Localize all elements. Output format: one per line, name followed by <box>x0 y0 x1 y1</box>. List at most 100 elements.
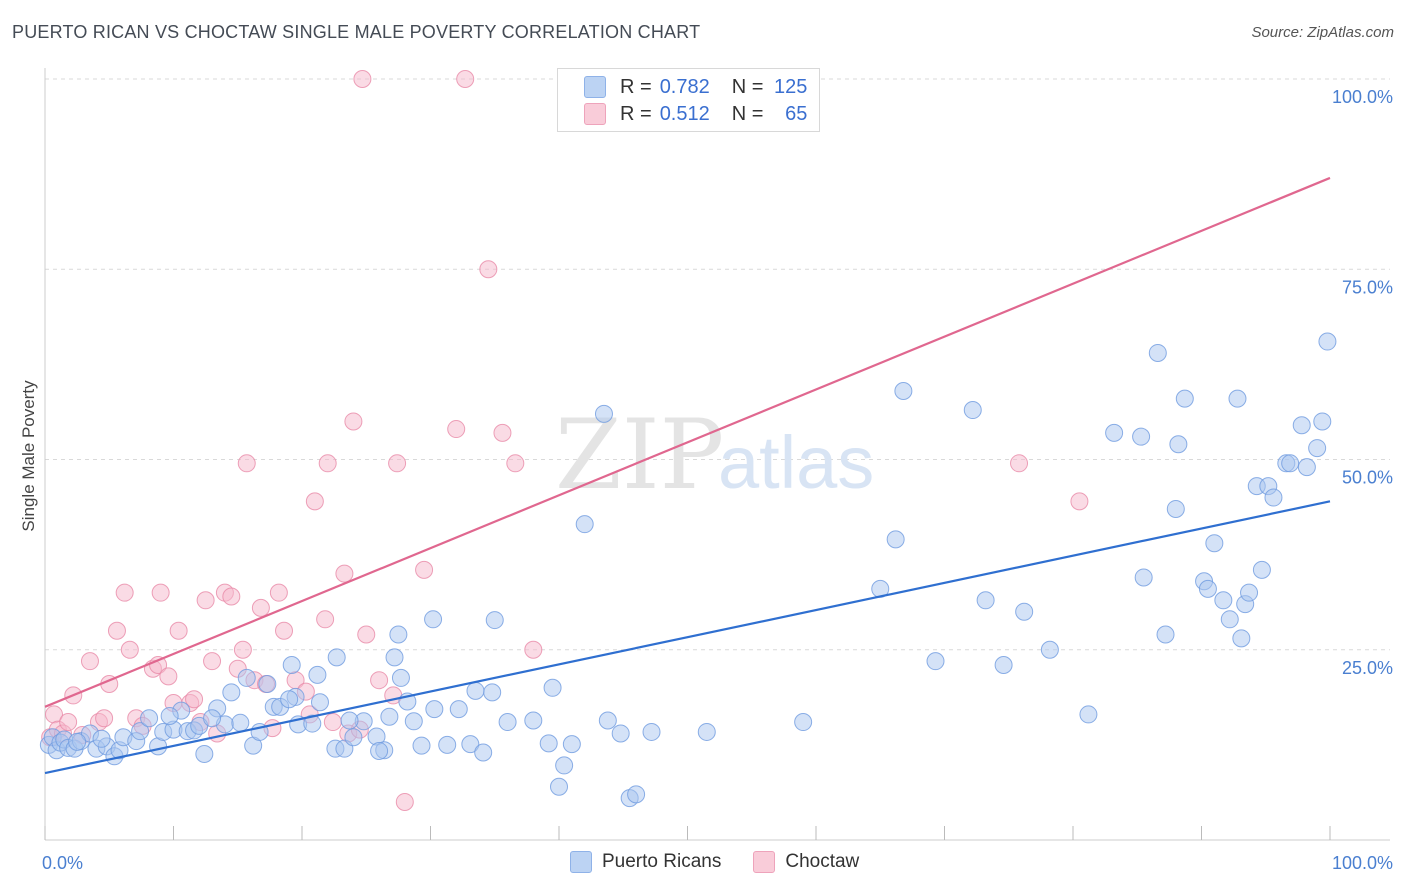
choctaw-point <box>120 640 139 659</box>
x-tick-label: 100.0% <box>1332 853 1393 873</box>
puerto-rican-point <box>963 401 982 420</box>
puerto-rican-point <box>474 743 493 762</box>
choctaw-point <box>233 640 252 659</box>
puerto-rican-points <box>39 332 1337 808</box>
puerto-rican-point <box>385 648 404 667</box>
choctaw-point <box>95 709 114 728</box>
legend-item-puerto-ricans: Puerto Ricans <box>570 851 721 873</box>
puerto-rican-point <box>1205 534 1224 553</box>
legend-n-label: N = <box>731 75 764 98</box>
puerto-rican-point <box>140 709 159 728</box>
puerto-rican-point <box>303 714 322 733</box>
choctaw-trend-line <box>44 176 1331 708</box>
legend-row-puerto-ricans: R = 0.782 N = 125 <box>584 74 807 100</box>
puerto-rican-point <box>627 785 646 804</box>
puerto-rican-point <box>894 382 913 401</box>
puerto-rican-point <box>160 706 179 725</box>
choctaw-point <box>395 792 414 811</box>
puerto-rican-point <box>1166 499 1185 518</box>
puerto-rican-point <box>1132 427 1151 446</box>
puerto-rican-point <box>1220 610 1239 629</box>
puerto-rican-point <box>1228 389 1247 408</box>
puerto-rican-point <box>1252 560 1271 579</box>
puerto-rican-point <box>380 707 399 726</box>
puerto-rican-point <box>282 655 301 674</box>
series-legend: Puerto Ricans Choctaw <box>570 851 891 873</box>
y-tick-label: 25.0% <box>1342 658 1393 678</box>
choctaw-point <box>151 583 170 602</box>
puerto-rican-point <box>1134 568 1153 587</box>
choctaw-point <box>222 587 241 606</box>
choctaw-point <box>335 564 354 583</box>
puerto-rican-point <box>1156 625 1175 644</box>
puerto-rican-point <box>449 700 468 719</box>
puerto-rican-point <box>258 674 277 693</box>
puerto-rican-point <box>1175 389 1194 408</box>
puerto-rican-point <box>438 735 457 754</box>
puerto-rican-point <box>485 611 504 630</box>
choctaw-point <box>353 70 372 88</box>
puerto-rican-point <box>370 741 389 760</box>
puerto-rican-point <box>1264 488 1283 507</box>
puerto-rican-point <box>697 722 716 741</box>
legend-r-label: R = <box>620 102 652 125</box>
puerto-rican-point <box>1313 412 1332 431</box>
choctaw-point <box>316 610 335 629</box>
legend-r-value: 0.782 <box>659 75 710 98</box>
choctaw-point <box>524 640 543 659</box>
puerto-rican-point <box>1148 343 1167 362</box>
choctaw-point <box>305 492 324 511</box>
puerto-rican-point <box>310 693 329 712</box>
legend-r-label: R = <box>620 75 652 98</box>
puerto-rican-point <box>594 404 613 423</box>
watermark-zip: ZIP <box>555 399 724 511</box>
puerto-rican-point <box>195 745 214 764</box>
legend-item-choctaw: Choctaw <box>753 851 859 873</box>
choctaw-point <box>80 652 99 671</box>
puerto-rican-point <box>926 652 945 671</box>
choctaw-point <box>479 260 498 279</box>
puerto-rican-point <box>327 648 346 667</box>
legend-label-choctaw: Choctaw <box>785 851 860 872</box>
puerto-rican-point <box>68 732 87 751</box>
puerto-rican-point <box>1015 602 1034 621</box>
legend-label-puerto-ricans: Puerto Ricans <box>602 851 722 872</box>
legend-row-choctaw: R = 0.512 N = 65 <box>584 101 807 127</box>
puerto-rican-point <box>1079 705 1098 724</box>
puerto-rican-point <box>1232 629 1251 648</box>
choctaw-point <box>275 621 294 640</box>
puerto-rican-point <box>976 591 995 610</box>
puerto-rican-point <box>642 722 661 741</box>
y-tick-label: 75.0% <box>1342 277 1393 297</box>
legend-r-value: 0.512 <box>659 102 710 125</box>
y-tick-label: 100.0% <box>1332 87 1393 107</box>
puerto-rican-point <box>412 736 431 755</box>
trend-lines <box>44 176 1331 775</box>
choctaw-point <box>493 423 512 442</box>
puerto-rican-point <box>340 711 359 730</box>
choctaw-point <box>159 667 178 686</box>
puerto-rican-point <box>550 777 568 796</box>
choctaw-point <box>323 713 342 732</box>
correlation-legend: R = 0.782 N = 125 R = 0.512 N = 65 <box>557 68 820 132</box>
choctaw-point <box>415 560 434 579</box>
puerto-rican-point <box>1281 454 1300 473</box>
puerto-rican-point <box>1297 458 1316 477</box>
tick-labels: 25.0% 50.0% 75.0% 100.0% 0.0% 100.0% <box>42 87 1393 873</box>
puerto-rican-point <box>575 515 594 534</box>
legend-n-label: N = <box>731 102 764 125</box>
puerto-rican-point <box>994 655 1013 674</box>
puerto-rican-point <box>222 683 241 702</box>
y-axis-label: Single Male Poverty <box>19 380 38 532</box>
puerto-rican-point <box>344 728 363 747</box>
watermark-atlas: atlas <box>718 421 874 504</box>
legend-swatch-blue <box>570 851 592 873</box>
choctaw-point <box>1070 492 1089 511</box>
choctaw-point <box>185 690 204 709</box>
choctaw-point <box>318 454 337 473</box>
puerto-rican-point <box>1292 416 1311 435</box>
choctaw-point <box>357 625 376 644</box>
puerto-rican-point <box>237 668 256 687</box>
y-tick-label: 50.0% <box>1342 468 1393 488</box>
puerto-rican-point <box>524 711 543 730</box>
